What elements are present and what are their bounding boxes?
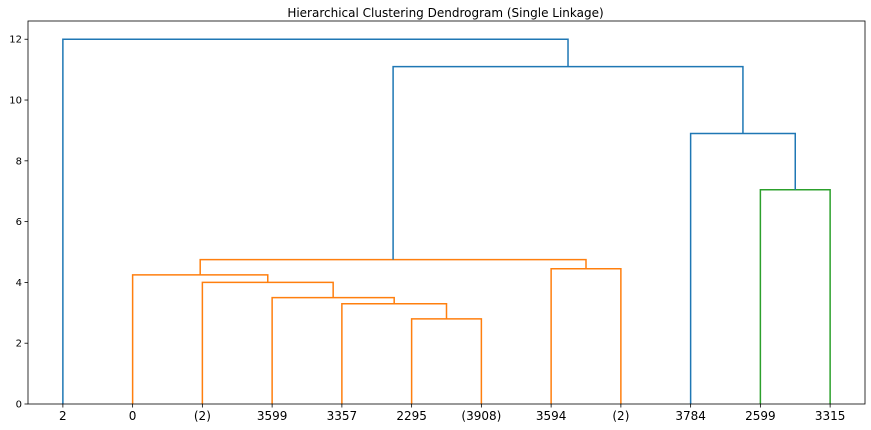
x-axis-ticks: 2 0 (2) 3599 3357 2295 (3908) 3594 (2) 3784 2599 33… [59, 404, 845, 423]
dendrogram-link-orange [201, 281, 334, 404]
y-tick-label: 6 [16, 217, 22, 228]
dendrogram-links [62, 38, 831, 404]
leaf-label: 3599 [257, 409, 288, 423]
leaf-label: (2) [612, 409, 629, 423]
y-tick-label: 4 [16, 278, 22, 289]
leaf-label: 3357 [327, 409, 358, 423]
chart-title: Hierarchical Clustering Dendrogram (Sing… [287, 6, 603, 20]
y-tick-label: 10 [9, 96, 22, 107]
dendrogram-link-orange [410, 318, 483, 404]
plot-frame [27, 20, 866, 405]
y-tick-label: 0 [16, 400, 22, 411]
leaf-label: (3908) [461, 409, 501, 423]
leaf-label: 2295 [396, 409, 427, 423]
dendrogram-link-blue [62, 38, 569, 404]
leaf-label: 3315 [815, 409, 846, 423]
leaf-label: 3594 [536, 409, 567, 423]
dendrogram-link-green [759, 188, 831, 404]
dendrogram-link-blue [689, 132, 796, 404]
dendrogram-link-orange [199, 258, 587, 275]
leaf-label: 2599 [745, 409, 776, 423]
leaf-label: (2) [194, 409, 211, 423]
leaf-label: 0 [129, 409, 137, 423]
y-axis-ticks: 0 2 4 6 8 10 12 [9, 35, 28, 411]
dendrogram-link-orange [271, 296, 395, 404]
y-tick-label: 2 [16, 339, 22, 350]
dendrogram-link-orange [550, 267, 622, 404]
y-tick-label: 12 [9, 35, 22, 46]
leaf-label: 3784 [675, 409, 706, 423]
y-tick-label: 8 [16, 156, 22, 167]
dendrogram-link-orange [131, 274, 269, 404]
leaf-label: 2 [59, 409, 67, 423]
